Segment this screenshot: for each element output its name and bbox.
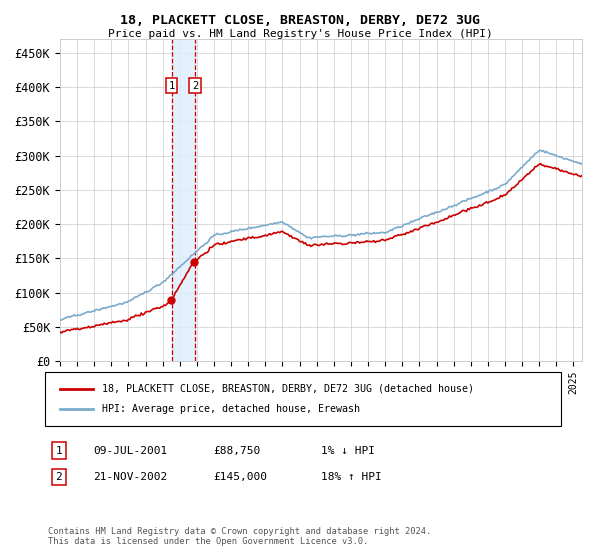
Text: 09-JUL-2001: 09-JUL-2001 bbox=[93, 446, 167, 456]
Text: 21-NOV-2002: 21-NOV-2002 bbox=[93, 472, 167, 482]
Text: HPI: Average price, detached house, Erewash: HPI: Average price, detached house, Erew… bbox=[102, 404, 360, 414]
Text: £88,750: £88,750 bbox=[213, 446, 260, 456]
Text: 1: 1 bbox=[169, 81, 175, 91]
Text: 2: 2 bbox=[192, 81, 199, 91]
Text: Contains HM Land Registry data © Crown copyright and database right 2024.
This d: Contains HM Land Registry data © Crown c… bbox=[48, 526, 431, 546]
Bar bbox=[172, 39, 195, 361]
Text: £145,000: £145,000 bbox=[213, 472, 267, 482]
Text: 18, PLACKETT CLOSE, BREASTON, DERBY, DE72 3UG (detached house): 18, PLACKETT CLOSE, BREASTON, DERBY, DE7… bbox=[102, 384, 474, 394]
Text: 1% ↓ HPI: 1% ↓ HPI bbox=[321, 446, 375, 456]
Text: 18% ↑ HPI: 18% ↑ HPI bbox=[321, 472, 382, 482]
Text: 18, PLACKETT CLOSE, BREASTON, DERBY, DE72 3UG: 18, PLACKETT CLOSE, BREASTON, DERBY, DE7… bbox=[120, 14, 480, 27]
Text: Price paid vs. HM Land Registry's House Price Index (HPI): Price paid vs. HM Land Registry's House … bbox=[107, 29, 493, 39]
Text: 2: 2 bbox=[55, 472, 62, 482]
Text: 1: 1 bbox=[55, 446, 62, 456]
